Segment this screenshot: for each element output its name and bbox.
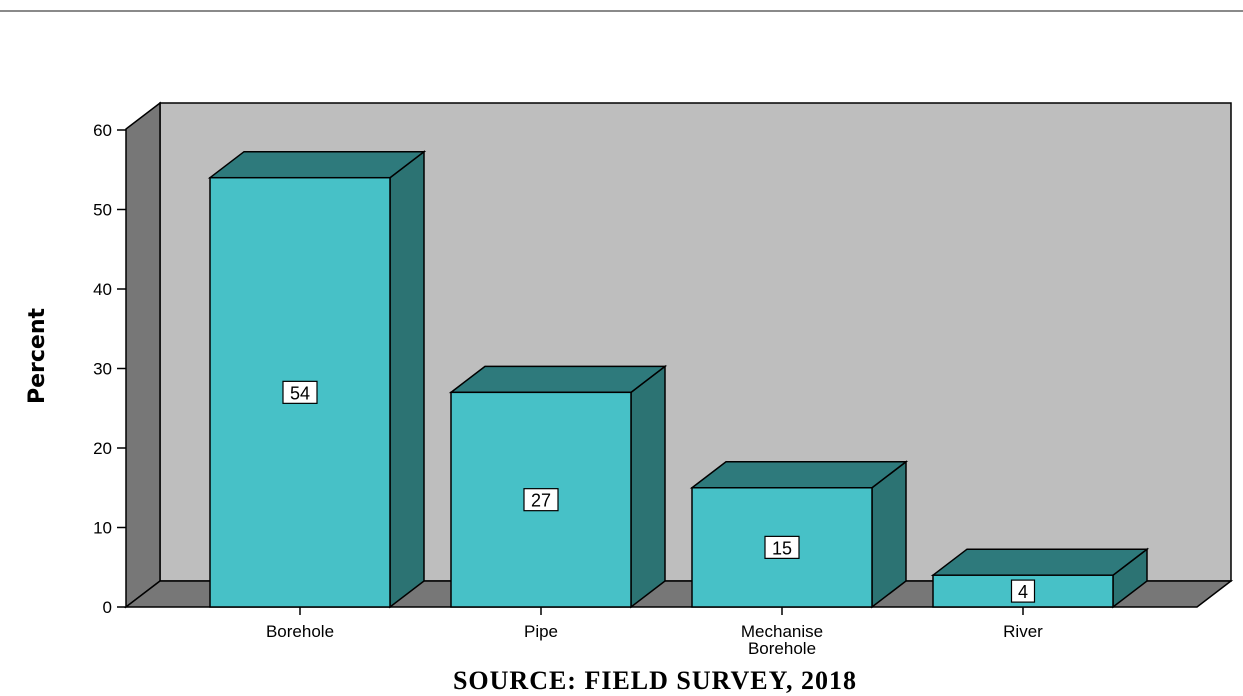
- bar-side: [389, 150, 425, 609]
- x-tick-label: Borehole: [266, 622, 334, 641]
- data-label: 15: [772, 538, 792, 558]
- bars: 54 27 15 4: [207, 150, 1150, 609]
- data-label: 4: [1018, 582, 1028, 602]
- bar-top: [207, 150, 427, 179]
- x-tick-label: Pipe: [524, 622, 558, 641]
- bar-top: [930, 548, 1150, 576]
- y-tick-label: 60: [93, 121, 112, 140]
- source-caption: SOURCE: FIELD SURVEY, 2018: [452, 666, 858, 695]
- x-axis-labels: Borehole Pipe Mechanise Borehole River: [266, 607, 1043, 658]
- side-wall: [125, 101, 161, 609]
- data-label: 54: [290, 383, 310, 403]
- y-tick-label: 20: [93, 439, 112, 458]
- y-tick-label: 10: [93, 519, 112, 538]
- y-axis: 0 10 20 30 40 50 60: [93, 121, 126, 617]
- top-border: [0, 0, 1243, 12]
- data-label-box: [282, 380, 318, 404]
- bar-mechanise-borehole: 15: [689, 460, 909, 609]
- bar-side: [630, 364, 666, 609]
- bar-borehole: 54: [207, 150, 427, 609]
- x-tick-label: River: [1003, 622, 1043, 641]
- data-label: 27: [531, 491, 551, 511]
- bar-top: [448, 365, 668, 394]
- data-label-box: [764, 535, 800, 559]
- y-axis-label: Percent: [25, 308, 50, 405]
- y-tick-label: 40: [93, 280, 112, 299]
- bar-chart: 0 10 20 30 40 50 60 54 27 15 4 Borehole Pipe Mechan…: [25, 101, 1234, 658]
- data-label-box: [523, 488, 559, 512]
- x-tick-label: Mechanise Borehole: [741, 622, 823, 658]
- bar-pipe: 27: [448, 364, 668, 609]
- y-tick-label: 30: [93, 360, 112, 379]
- data-label-box: [1010, 579, 1036, 603]
- y-tick-label: 0: [103, 598, 112, 617]
- bar-top: [689, 461, 909, 489]
- bar-river: 4: [930, 547, 1150, 609]
- y-tick-label: 50: [93, 201, 112, 220]
